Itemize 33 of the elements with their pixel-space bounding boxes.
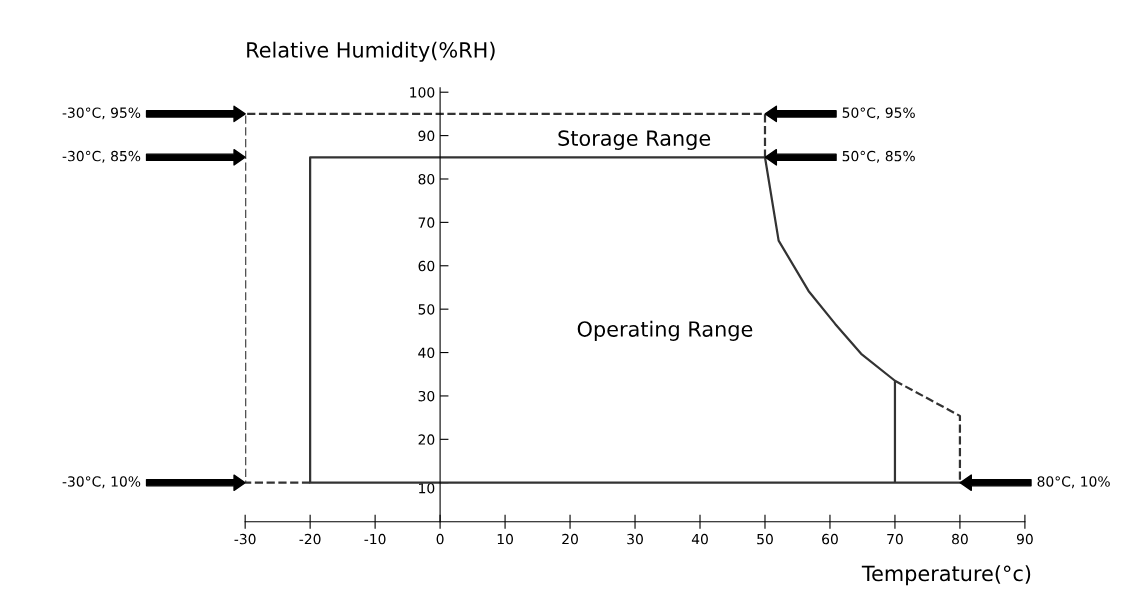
text: -30°C, 85%: [62, 150, 141, 163]
y-tick-label: 60: [418, 260, 435, 272]
x-tick-label: -30: [234, 533, 256, 545]
x-axis-title: Temperature(°c): [861, 565, 1031, 586]
y-tick-label: 10: [419, 482, 435, 494]
text: -30°C, 95%: [62, 107, 141, 120]
x-tick-label: 50: [757, 533, 773, 545]
annotation: Storage Range: [558, 130, 711, 151]
text: -30°C, 10%: [62, 476, 141, 489]
text: 80°C, 10%: [1037, 476, 1110, 489]
annotation: 50°C, 85%: [842, 150, 915, 163]
x-tick-label: 10: [497, 533, 513, 545]
x-tick-label: -20: [299, 533, 321, 545]
x-tick-label: 80: [952, 533, 968, 545]
y-tick-label: 30: [418, 390, 435, 402]
annotation: Operating Range: [577, 320, 753, 341]
y-tick-label: 40: [418, 347, 435, 359]
y-tick-label: 70: [418, 217, 435, 228]
annotation: 50°C, 95%: [842, 107, 915, 120]
x-tick-label: 40: [691, 533, 708, 545]
x-tick-label: 70: [887, 533, 903, 545]
y-tick-label: 20: [418, 434, 435, 445]
y-tick-label: 90: [418, 130, 435, 142]
x-tick-label: 20: [562, 533, 578, 545]
x-tick-label: 90: [1016, 533, 1033, 545]
y-tick-label: 50: [418, 304, 435, 315]
y-axis-title: Relative Humidity(%RH): [247, 41, 495, 62]
y-tick-label: 100: [410, 87, 435, 98]
x-tick-label: -10: [364, 533, 386, 545]
x-tick-label: 60: [822, 533, 838, 545]
y-tick-label: 80: [418, 173, 435, 185]
x-tick-label: 30: [627, 533, 643, 545]
x-tick-label: 0: [436, 533, 444, 545]
